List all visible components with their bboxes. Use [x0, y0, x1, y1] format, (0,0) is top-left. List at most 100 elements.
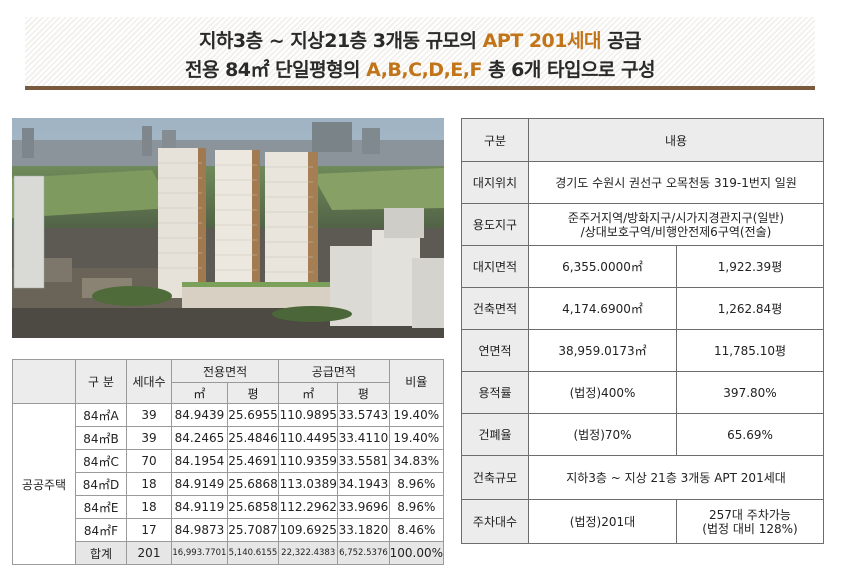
title-line-2-text: 전용 84㎡ 단일평형의: [185, 59, 367, 81]
table-row: 84㎡B 39 84.2465 25.4846 110.4495 33.4110…: [13, 426, 445, 450]
table-header-row: 구 분 세대수 전용면적 공급면적 비율: [12, 359, 445, 404]
cell-total-label: 합계: [75, 541, 127, 565]
cell-total-supply-sqm: 22,322.4383: [278, 541, 339, 565]
cell-exclusive-pyeong: 25.4691: [226, 449, 280, 473]
header-supply-sqm: ㎡: [278, 382, 339, 404]
cell-type: 84㎡F: [75, 518, 127, 542]
cell-exclusive-pyeong: 25.6955: [226, 403, 280, 427]
cell-supply-pyeong: 34.1943: [337, 472, 390, 496]
label-scale: 건축규모: [461, 455, 529, 500]
cell-supply-pyeong: 33.1820: [337, 518, 390, 542]
cell-supply-sqm: 113.0389: [278, 472, 339, 496]
value-floor-area-pyeong: 11,785.10평: [676, 329, 824, 372]
cell-type: 84㎡B: [75, 426, 127, 450]
value-site-area-sqm: 6,355.0000㎡: [528, 245, 677, 288]
value-site-location: 경기도 수원시 권선구 오목천동 319-1번지 일원: [528, 161, 824, 204]
cell-supply-pyeong: 33.5581: [337, 449, 390, 473]
value-parking-actual-line-1: 257대 주차가능: [709, 507, 791, 522]
overview-row-far: 용적률 (법정)400% 397.80%: [461, 371, 824, 414]
cell-supply-sqm: 110.9895: [278, 403, 339, 427]
overview-row-parking: 주차대수 (법정)201대 257대 주차가능 (법정 대비 128%): [461, 499, 824, 544]
header-supply-area: 공급면적: [278, 359, 390, 383]
value-far-actual: 397.80%: [676, 371, 824, 414]
cell-exclusive-pyeong: 25.6868: [226, 472, 280, 496]
value-zoning-line-2: /상대보호구역/비행안전제6구역(전술): [580, 224, 772, 239]
cell-total-exclusive-pyeong: 5,140.6155: [226, 541, 280, 565]
overview-row-site-location: 대지위치 경기도 수원시 권선구 오목천동 319-1번지 일원: [461, 161, 824, 204]
cell-households: 39: [126, 403, 172, 427]
table-row: 84㎡C 70 84.1954 25.4691 110.9359 33.5581…: [13, 449, 445, 473]
cell-exclusive-pyeong: 25.4846: [226, 426, 280, 450]
overview-row-site-area: 대지면적 6,355.0000㎡ 1,922.39평: [461, 245, 824, 288]
cell-ratio: 19.40%: [388, 426, 445, 450]
title-line-2-accent: A,B,C,D,E,F: [366, 59, 482, 81]
value-building-area-sqm: 4,174.6900㎡: [528, 287, 677, 330]
value-site-area-pyeong: 1,922.39평: [676, 245, 824, 288]
overview-header-label: 구분: [461, 118, 529, 162]
cell-type: 84㎡E: [75, 495, 127, 519]
value-scale: 지하3층 ~ 지상 21층 3개동 APT 201세대: [528, 455, 824, 500]
table-total-row: 합계 201 16,993.7701 5,140.6155 22,322.438…: [13, 541, 445, 565]
cell-exclusive-sqm: 84.2465: [171, 426, 228, 450]
cell-supply-sqm: 112.2962: [278, 495, 339, 519]
cell-ratio: 19.40%: [388, 403, 445, 427]
label-floor-area: 연면적: [461, 329, 529, 372]
cell-supply-sqm: 110.9359: [278, 449, 339, 473]
value-zoning: 준주거지역/방화지구/시가지경관지구(일반) /상대보호구역/비행안전제6구역(…: [528, 203, 824, 246]
title-line-1-tail: 공급: [600, 30, 642, 52]
cell-supply-sqm: 109.6925: [278, 518, 339, 542]
label-parking: 주차대수: [461, 499, 529, 544]
table-row: 공공주택 84㎡A 39 84.9439 25.6955 110.9895 33…: [12, 403, 445, 565]
title-line-2-tail: 총 6개 타입으로 구성: [481, 59, 655, 81]
value-far-legal: (법정)400%: [528, 371, 677, 414]
cell-exclusive-sqm: 84.9439: [171, 403, 228, 427]
cell-exclusive-sqm: 84.9119: [171, 495, 228, 519]
label-site-area: 대지면적: [461, 245, 529, 288]
header-exclusive-pyeong: 평: [226, 382, 280, 404]
value-parking-legal: (법정)201대: [528, 499, 677, 544]
cell-type: 84㎡C: [75, 449, 127, 473]
cell-exclusive-sqm: 84.9149: [171, 472, 228, 496]
overview-row-floor-area: 연면적 38,959.0173㎡ 11,785.10평: [461, 329, 824, 372]
title-line-2: 전용 84㎡ 단일평형의 A,B,C,D,E,F 총 6개 타입으로 구성: [25, 55, 815, 82]
title-line-1-accent: APT 201세대: [482, 30, 602, 52]
category-public-housing: 공공주택: [12, 403, 76, 565]
value-building-area-pyeong: 1,262.84평: [676, 287, 824, 330]
header-supply-pyeong: 평: [337, 382, 390, 404]
cell-households: 18: [126, 472, 172, 496]
overview-row-bcr: 건폐율 (법정)70% 65.69%: [461, 413, 824, 456]
cell-ratio: 34.83%: [388, 449, 445, 473]
overview-header-row: 구분 내용: [461, 118, 824, 162]
header-households: 세대수: [126, 359, 172, 404]
value-bcr-legal: (법정)70%: [528, 413, 677, 456]
table-row: 84㎡F 17 84.9873 25.7087 109.6925 33.1820…: [13, 518, 445, 542]
header-ratio: 비율: [388, 359, 445, 404]
value-parking-actual: 257대 주차가능 (법정 대비 128%): [676, 499, 824, 544]
title-line-1: 지하3층 ~ 지상21층 3개동 규모의 APT 201세대 공급: [25, 26, 815, 53]
unit-composition-table: 구 분 세대수 전용면적 공급면적 비율 ㎡ 평 ㎡ 평 공공주택 84㎡A 3…: [12, 359, 445, 565]
cell-type: 84㎡D: [75, 472, 127, 496]
cell-type: 84㎡A: [75, 403, 127, 427]
apartment-rendering-image: [12, 118, 444, 338]
project-overview-table: 구분 내용 대지위치 경기도 수원시 권선구 오목천동 319-1번지 일원 용…: [461, 118, 824, 544]
cell-supply-pyeong: 33.5743: [337, 403, 390, 427]
table-row: 84㎡E 18 84.9119 25.6858 112.2962 33.9696…: [13, 495, 445, 519]
cell-ratio: 8.46%: [388, 518, 445, 542]
cell-exclusive-pyeong: 25.6858: [226, 495, 280, 519]
cell-supply-pyeong: 33.9696: [337, 495, 390, 519]
cell-households: 18: [126, 495, 172, 519]
cell-households: 70: [126, 449, 172, 473]
value-parking-actual-line-2: (법정 대비 128%): [702, 521, 798, 536]
value-floor-area-sqm: 38,959.0173㎡: [528, 329, 677, 372]
cell-total-households: 201: [126, 541, 172, 565]
label-far: 용적률: [461, 371, 529, 414]
cell-exclusive-sqm: 84.1954: [171, 449, 228, 473]
header-type: 구 분: [75, 359, 127, 404]
cell-supply-sqm: 110.4495: [278, 426, 339, 450]
cell-total-ratio: 100.00%: [388, 541, 445, 565]
cell-exclusive-pyeong: 25.7087: [226, 518, 280, 542]
title-banner: 지하3층 ~ 지상21층 3개동 규모의 APT 201세대 공급 전용 84㎡…: [25, 17, 815, 90]
cell-total-supply-pyeong: 6,752.5376: [337, 541, 390, 565]
value-bcr-actual: 65.69%: [676, 413, 824, 456]
label-zoning: 용도지구: [461, 203, 529, 246]
